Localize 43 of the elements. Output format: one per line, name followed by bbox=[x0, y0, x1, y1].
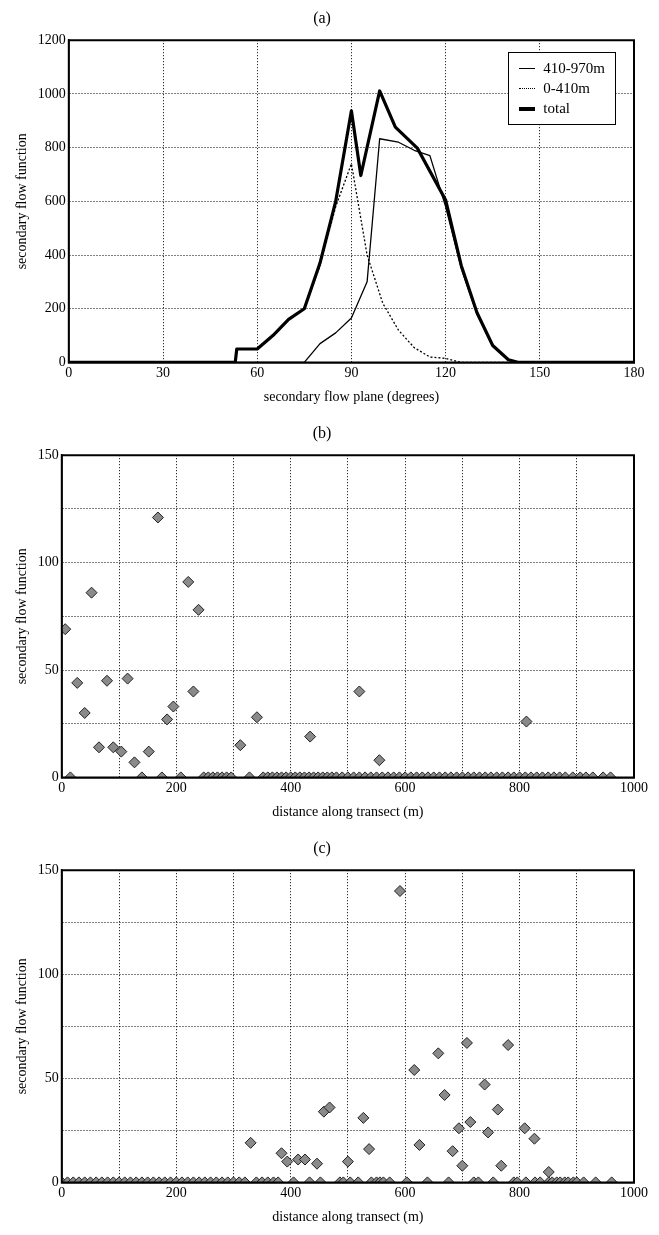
x-tick-label: 200 bbox=[165, 780, 187, 796]
x-tick-label: 90 bbox=[344, 365, 359, 381]
y-tick-label: 50 bbox=[44, 661, 59, 677]
chart-title: (a) bbox=[313, 8, 331, 27]
chart-title: (c) bbox=[313, 838, 331, 857]
y-tick-label: 100 bbox=[37, 554, 59, 570]
y-tick-label: 800 bbox=[44, 139, 66, 155]
x-axis-title: secondary flow plane (degrees) bbox=[263, 389, 440, 406]
x-tick-label: 1000 bbox=[620, 1185, 648, 1201]
y-tick-label: 150 bbox=[37, 861, 59, 877]
x-tick-label: 150 bbox=[529, 365, 551, 381]
legend-label: total bbox=[543, 100, 570, 118]
y-axis-title: secondary flow function bbox=[14, 548, 30, 685]
x-axis-title: distance along transect (m) bbox=[272, 1209, 424, 1226]
y-tick-label: 1000 bbox=[37, 85, 66, 101]
legend-label: 0-410m bbox=[543, 80, 590, 98]
x-tick-label: 30 bbox=[156, 365, 170, 381]
x-tick-label: 180 bbox=[623, 365, 645, 381]
y-tick-label: 0 bbox=[51, 769, 59, 785]
y-tick-label: 0 bbox=[51, 1174, 59, 1190]
x-tick-label: 120 bbox=[435, 365, 457, 381]
y-tick-label: 1200 bbox=[37, 31, 66, 47]
x-tick-label: 60 bbox=[250, 365, 265, 381]
x-axis-title: distance along transect (m) bbox=[272, 804, 424, 821]
y-axis-title: secondary flow function bbox=[14, 133, 30, 270]
x-tick-label: 400 bbox=[280, 780, 302, 796]
x-tick-label: 400 bbox=[280, 1185, 302, 1201]
legend-label: 410-970m bbox=[543, 60, 605, 78]
chart-title: (b) bbox=[312, 423, 332, 442]
y-tick-label: 600 bbox=[44, 192, 66, 208]
y-tick-label: 100 bbox=[37, 965, 59, 981]
y-tick-label: 400 bbox=[44, 246, 66, 262]
y-tick-label: 150 bbox=[37, 446, 59, 462]
y-tick-label: 200 bbox=[44, 300, 66, 316]
x-tick-label: 600 bbox=[394, 780, 416, 796]
x-tick-label: 1000 bbox=[620, 780, 648, 796]
y-tick-label: 0 bbox=[58, 354, 66, 370]
x-tick-label: 200 bbox=[165, 1185, 187, 1201]
x-tick-label: 600 bbox=[394, 1185, 416, 1201]
x-tick-label: 800 bbox=[509, 780, 531, 796]
y-axis-title: secondary flow function bbox=[14, 958, 30, 1095]
y-tick-label: 50 bbox=[44, 1070, 59, 1086]
x-tick-label: 800 bbox=[509, 1185, 531, 1201]
